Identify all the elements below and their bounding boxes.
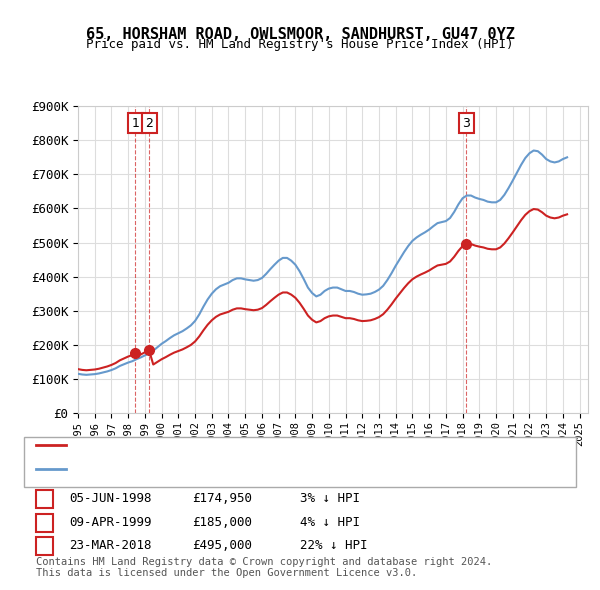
Text: Contains HM Land Registry data © Crown copyright and database right 2024.
This d: Contains HM Land Registry data © Crown c… [36, 556, 492, 578]
Text: 3: 3 [463, 117, 470, 130]
Text: £495,000: £495,000 [192, 539, 252, 552]
Text: 2: 2 [41, 516, 48, 529]
Text: 22% ↓ HPI: 22% ↓ HPI [300, 539, 367, 552]
Text: 2: 2 [145, 117, 154, 130]
Text: 23-MAR-2018: 23-MAR-2018 [69, 539, 151, 552]
Text: 1: 1 [131, 117, 139, 130]
Text: HPI: Average price, detached house, Bracknell Forest: HPI: Average price, detached house, Brac… [72, 464, 423, 474]
Text: £174,950: £174,950 [192, 492, 252, 505]
Text: 3% ↓ HPI: 3% ↓ HPI [300, 492, 360, 505]
Text: £185,000: £185,000 [192, 516, 252, 529]
Text: 09-APR-1999: 09-APR-1999 [69, 516, 151, 529]
Text: 65, HORSHAM ROAD, OWLSMOOR, SANDHURST, GU47 0YZ (detached house): 65, HORSHAM ROAD, OWLSMOOR, SANDHURST, G… [72, 441, 504, 450]
Text: 05-JUN-1998: 05-JUN-1998 [69, 492, 151, 505]
Text: 4% ↓ HPI: 4% ↓ HPI [300, 516, 360, 529]
Text: 1: 1 [41, 492, 48, 505]
Text: 3: 3 [41, 539, 48, 552]
Text: Price paid vs. HM Land Registry's House Price Index (HPI): Price paid vs. HM Land Registry's House … [86, 38, 514, 51]
Text: 65, HORSHAM ROAD, OWLSMOOR, SANDHURST, GU47 0YZ: 65, HORSHAM ROAD, OWLSMOOR, SANDHURST, G… [86, 27, 514, 41]
